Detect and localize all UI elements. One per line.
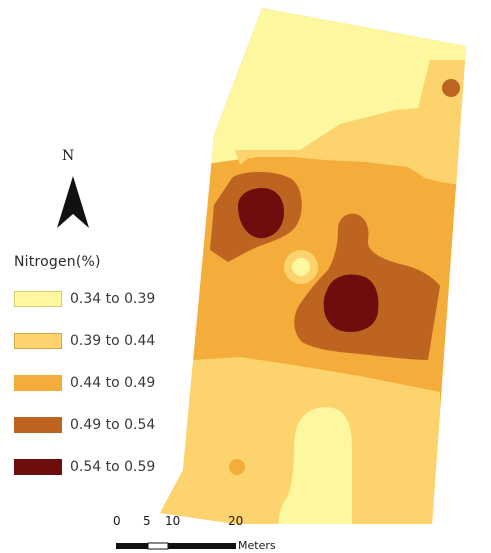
zone-0.34-0.39-north bbox=[200, 8, 466, 165]
scale-bar-segment-0 bbox=[116, 543, 148, 549]
north-arrow-icon bbox=[57, 176, 89, 228]
legend-item: 0.54 to 0.59 bbox=[14, 458, 155, 476]
legend-swatch bbox=[14, 375, 62, 391]
scale-unit-label: Meters bbox=[238, 539, 276, 552]
zone-0.44-0.49-sw-spot bbox=[229, 459, 245, 475]
legend-label: 0.34 to 0.39 bbox=[70, 291, 156, 307]
legend-item: 0.39 to 0.44 bbox=[14, 332, 155, 350]
zone-0.34-0.39-south bbox=[278, 407, 352, 524]
scale-tick-label: 0 bbox=[113, 514, 121, 528]
zone-0.34-0.39-spot bbox=[292, 258, 310, 276]
scale-tick-label: 20 bbox=[228, 514, 244, 528]
legend-title: Nitrogen(%) bbox=[14, 254, 101, 270]
zone-0.54-0.59-west bbox=[238, 188, 284, 239]
scale-tick-label: 5 bbox=[143, 514, 151, 528]
legend-label: 0.49 to 0.54 bbox=[70, 417, 156, 433]
legend-item: 0.34 to 0.39 bbox=[14, 290, 155, 308]
legend-label: 0.54 to 0.59 bbox=[70, 459, 156, 475]
scale-bar-segment-1 bbox=[147, 542, 169, 550]
zone-0.39-0.44-north bbox=[235, 60, 466, 188]
scale-bar bbox=[116, 542, 236, 550]
legend-item: 0.44 to 0.49 bbox=[14, 374, 155, 392]
field-zones bbox=[160, 8, 466, 524]
legend-item: 0.49 to 0.54 bbox=[14, 416, 155, 434]
legend-swatch bbox=[14, 291, 62, 307]
legend-swatch bbox=[14, 459, 62, 475]
legend-label: 0.44 to 0.49 bbox=[70, 375, 156, 391]
legend-swatch bbox=[14, 417, 62, 433]
scale-tick-label: 10 bbox=[165, 514, 181, 528]
north-label: N bbox=[62, 148, 75, 164]
zone-0.49-0.54-ne-spot bbox=[442, 79, 460, 97]
legend-label: 0.39 to 0.44 bbox=[70, 333, 156, 349]
scale-bar-segment-2 bbox=[168, 543, 236, 549]
zone-0.54-0.59-east bbox=[323, 274, 379, 332]
legend-swatch bbox=[14, 333, 62, 349]
